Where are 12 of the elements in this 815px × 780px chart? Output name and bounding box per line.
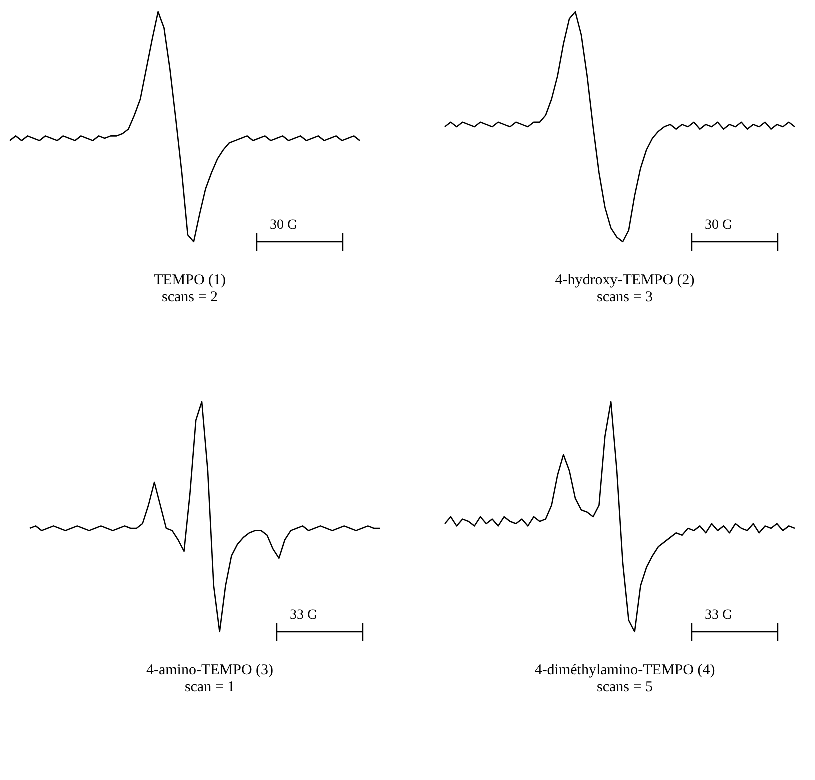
text: 4-diméthylamino-TEMPO (4) <box>534 662 716 678</box>
annotation: 30 G <box>270 218 298 234</box>
text: TEMPO (1) <box>154 272 226 288</box>
text: 4-hydroxy-TEMPO (2) <box>555 272 695 288</box>
text: scan = 1 <box>184 680 236 696</box>
text: scans = 3 <box>597 290 653 306</box>
annotation: 33 G <box>290 608 318 624</box>
annotation: 30 G <box>705 218 733 234</box>
text: scans = 2 <box>162 290 218 306</box>
annotation: 33 G <box>705 608 733 624</box>
text: 4-amino-TEMPO (3) <box>146 662 274 678</box>
text: scans = 5 <box>597 680 653 696</box>
